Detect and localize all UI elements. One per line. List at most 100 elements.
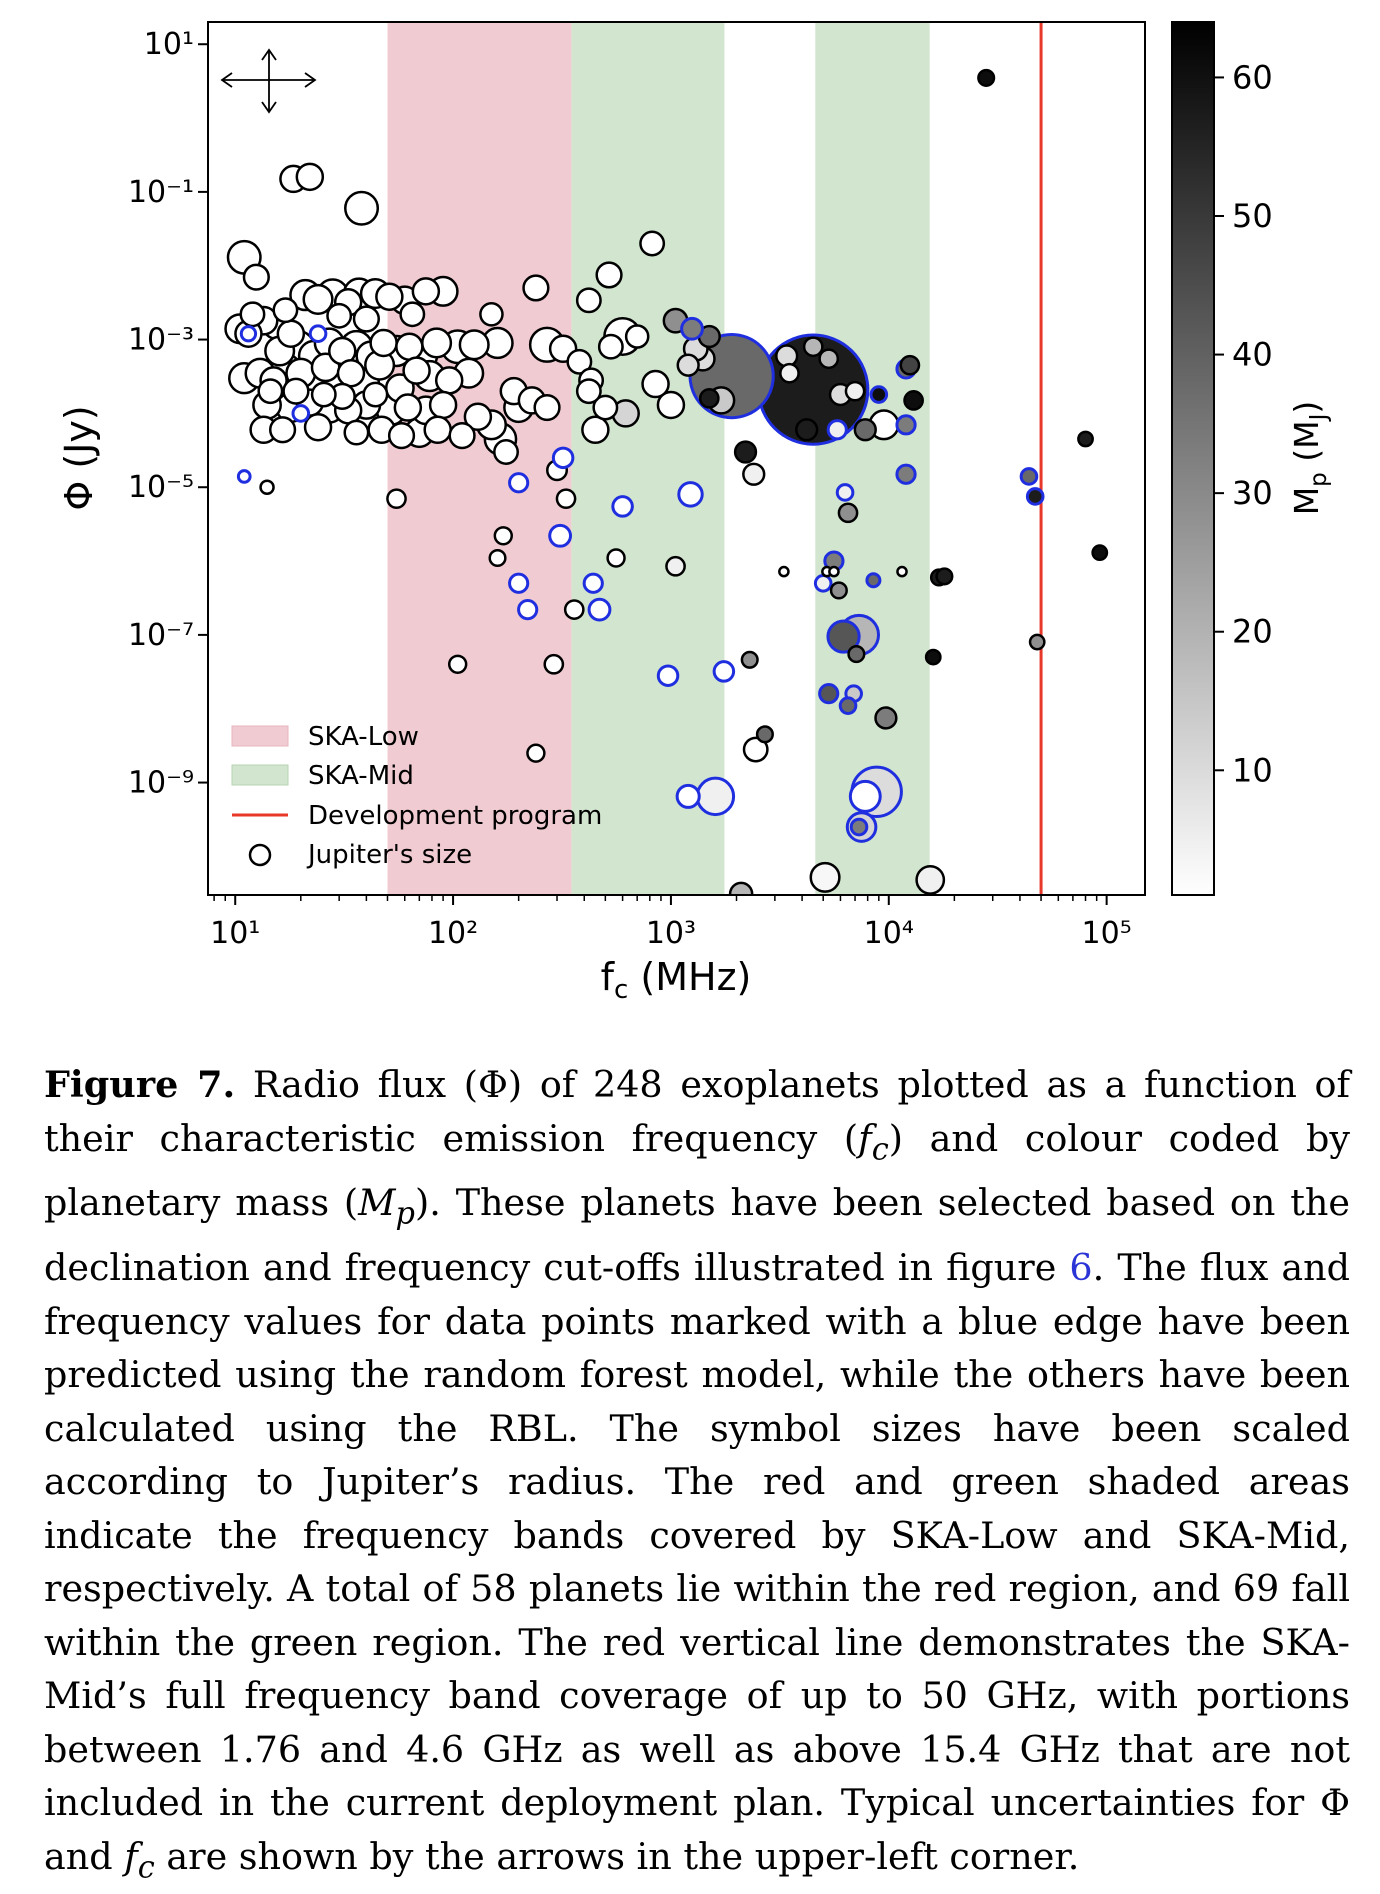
exoplanet-point — [977, 68, 996, 87]
exoplanet-point — [387, 422, 416, 450]
exoplanet-point — [733, 440, 758, 464]
exoplanet-point — [458, 329, 490, 361]
exoplanet-point — [592, 394, 619, 421]
caption-text-3: ). These planets have been selected base… — [44, 1181, 1351, 1290]
exoplanet-point — [575, 378, 602, 405]
exoplanet-point — [344, 190, 380, 226]
exoplanet-point — [543, 653, 565, 675]
exoplanet-point — [775, 344, 799, 368]
y-tick-label: 10⁻⁹ — [128, 766, 194, 801]
exoplanet-point-predicted — [849, 817, 869, 837]
y-tick-label: 10⁻⁷ — [128, 618, 194, 653]
exoplanet-point — [369, 328, 398, 358]
legend: SKA-Low SKA-Mid Development program Jupi… — [231, 722, 602, 870]
uncertainty-arrows — [220, 48, 317, 114]
exoplanet-point — [581, 415, 610, 445]
exoplanet-point — [352, 305, 380, 333]
exoplanet-point-predicted — [587, 597, 612, 622]
exoplanet-point — [493, 439, 519, 465]
exoplanet-point — [828, 565, 840, 578]
legend-label-ska-mid: SKA-Mid — [308, 761, 414, 791]
exoplanet-point — [259, 479, 275, 495]
colorbar-tick-label: 60 — [1232, 58, 1273, 96]
exoplanet-point — [303, 412, 333, 442]
exoplanet-point-predicted — [838, 696, 858, 715]
exoplanet-point — [595, 261, 623, 289]
exoplanet-point — [533, 393, 561, 422]
exoplanet-point — [493, 526, 513, 546]
exoplanet-point — [326, 302, 353, 329]
exoplanet-point-predicted — [236, 469, 252, 484]
caption-text-5: are shown by the arrows in the upper-lef… — [154, 1834, 1080, 1878]
exoplanet-point-predicted — [818, 683, 840, 705]
exoplanet-point-predicted — [291, 404, 311, 423]
exoplanet-point — [411, 277, 441, 306]
figure-ref-link[interactable]: 6 — [1069, 1246, 1093, 1290]
x-tick-label: 10⁵ — [1082, 916, 1132, 951]
data-points — [224, 68, 1109, 895]
exoplanet-point — [1028, 633, 1046, 651]
exoplanet-point-predicted — [508, 572, 530, 594]
exoplanet-point — [393, 393, 423, 422]
caption-symbol-c: c — [871, 1131, 889, 1167]
exoplanet-point — [575, 287, 602, 314]
colorbar-gradient — [1171, 21, 1215, 896]
exoplanet-point — [362, 381, 389, 408]
exoplanet-point — [728, 881, 754, 895]
y-tick-label: 10⁻³ — [128, 323, 194, 358]
exoplanet-point — [421, 327, 453, 359]
exoplanet-point-predicted — [517, 599, 539, 621]
exoplanet-point — [676, 353, 700, 377]
exoplanet-point — [899, 354, 921, 376]
legend-label-ska-low: SKA-Low — [308, 722, 419, 752]
exoplanet-point — [239, 301, 266, 328]
colorbar-tick-label: 20 — [1232, 613, 1273, 651]
exoplanet-point — [526, 743, 546, 763]
exoplanet-point-predicted — [675, 783, 701, 809]
legend-label-development: Development program — [308, 801, 602, 831]
exoplanet-point — [395, 332, 424, 361]
band-ska-mid-2 — [815, 22, 930, 895]
exoplanet-point — [829, 581, 848, 600]
exoplanet-point — [566, 348, 593, 375]
exoplanet-point — [597, 333, 624, 360]
exoplanet-point — [375, 282, 404, 312]
exoplanet-point — [779, 362, 800, 384]
exoplanet-point — [488, 548, 507, 568]
exoplanet-point-predicted — [508, 472, 530, 494]
x-tick-label: 10² — [428, 916, 478, 951]
exoplanet-point — [448, 422, 476, 450]
colorbar-tick-label: 30 — [1232, 474, 1273, 512]
exoplanet-point — [802, 336, 824, 358]
exoplanet-point-predicted — [548, 523, 573, 548]
colorbar-tick-label: 10 — [1232, 751, 1273, 789]
colorbar-label: Mp (MJ) — [1287, 401, 1332, 516]
exoplanet-point — [809, 861, 841, 893]
caption-text-2: ) and colour coded by planetary mass ( — [44, 1116, 1350, 1225]
exoplanet-point-predicted — [865, 572, 882, 589]
exoplanet-point-predicted — [895, 463, 917, 485]
exoplanet-point — [310, 381, 337, 408]
band-ska-low-0 — [387, 22, 572, 895]
exoplanet-point — [624, 324, 650, 349]
legend-swatch-ska-mid — [231, 764, 289, 786]
exoplanet-point-predicted — [1025, 487, 1045, 506]
caption-symbol-c-2: c — [137, 1849, 155, 1885]
exoplanet-point — [641, 369, 670, 399]
exoplanet-point — [295, 162, 325, 192]
exoplanet-point — [935, 567, 954, 586]
exoplanet-point — [447, 654, 468, 674]
exoplanet-point-predicted — [611, 495, 634, 518]
exoplanet-point-predicted — [895, 414, 917, 436]
exoplanet-point-predicted — [656, 664, 680, 687]
y-tick-label: 10¹ — [144, 27, 194, 62]
exoplanet-point — [423, 415, 452, 445]
exoplanet-point — [837, 502, 859, 524]
x-tick-label: 10¹ — [210, 916, 260, 951]
exoplanet-point-predicted — [239, 325, 258, 343]
caption-symbol-m: M — [358, 1181, 396, 1225]
caption-symbol-f-2: f — [124, 1834, 138, 1878]
exoplanet-point — [336, 358, 366, 388]
caption-symbol-f: f — [858, 1116, 872, 1160]
figure-caption: Figure 7. Radio flux (Φ) of 248 exoplane… — [44, 1058, 1350, 1894]
